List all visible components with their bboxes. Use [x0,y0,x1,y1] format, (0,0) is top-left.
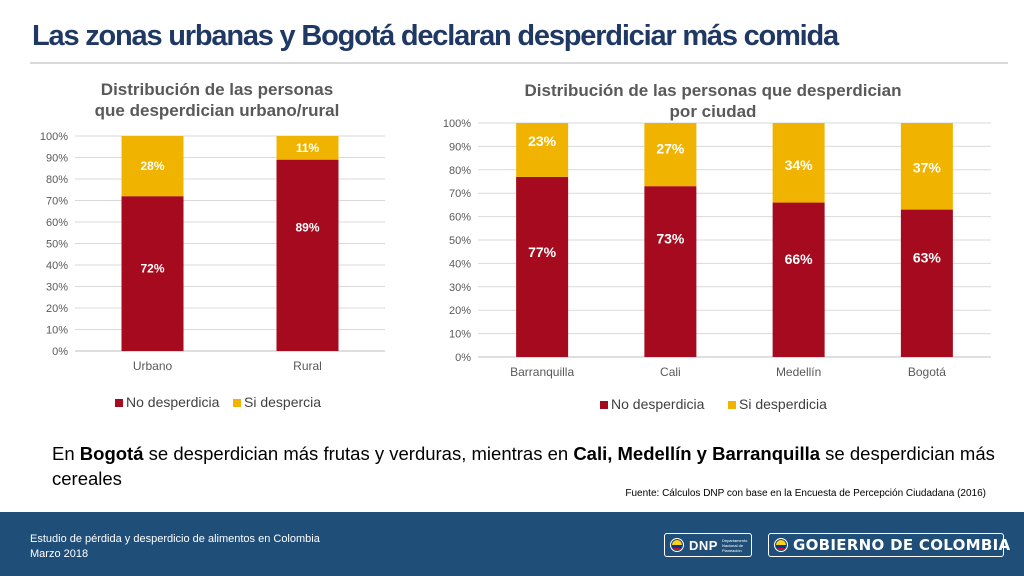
y-tick-label: 60% [449,212,471,224]
y-tick-label: 0% [455,352,471,364]
dnp-logo-text: DNP [689,537,718,553]
slide-title: Las zonas urbanas y Bogotá declaran desp… [32,20,839,52]
data-label: 73% [656,231,685,247]
y-tick-label: 100% [443,118,471,130]
data-label: 34% [785,157,814,173]
bar-segment [772,202,825,357]
source-note: Fuente: Cálculos DNP con base en la Encu… [625,488,986,499]
title-divider [30,62,1008,64]
bar-segment [516,176,569,357]
dnp-logo-subtext: Departamento Nacional de Planeación [721,537,748,553]
legend-label: No desperdicia [611,396,705,412]
y-tick-label: 70% [46,196,68,208]
gobierno-logo-text: GOBIERNO DE COLOMBIA [793,536,1011,554]
y-tick-label: 50% [449,235,471,247]
y-tick-label: 20% [46,303,68,315]
body-text-part-1: Bogotá [79,443,144,464]
y-tick-label: 40% [46,260,68,272]
legend-label: Si desperdicia [739,396,827,412]
bar-segment [772,123,825,203]
y-tick-label: 50% [46,239,68,251]
footer-date: Marzo 2018 [30,548,89,560]
data-label: 11% [296,141,320,155]
legend-label: No desperdicia [126,394,220,410]
body-text-part-3: Cali, Medellín y Barranquilla [573,443,821,464]
bar-segment [121,196,184,351]
x-tick-label: Urbano [133,359,173,373]
data-label: 77% [528,244,557,260]
x-tick-label: Bogotá [908,365,946,379]
legend-swatch [600,401,608,409]
x-tick-label: Cali [660,365,681,379]
y-tick-label: 10% [46,325,68,337]
y-tick-label: 80% [449,165,471,177]
y-tick-label: 90% [46,153,68,165]
chart-title-line: Distribución de las personas [101,80,333,99]
dnp-logo: DNP Departamento Nacional de Planeación [664,533,752,557]
data-label: 27% [656,141,685,157]
y-tick-label: 0% [52,346,68,358]
y-tick-label: 80% [46,174,68,186]
bar-segment [644,186,697,357]
x-tick-label: Medellín [776,365,821,379]
y-tick-label: 30% [46,282,68,294]
x-tick-label: Barranquilla [510,365,574,379]
data-label: 28% [140,159,164,173]
body-text-part-0: En [52,443,80,464]
bar-segment [516,123,569,177]
legend-swatch [233,399,241,407]
x-tick-label: Rural [293,359,322,373]
data-label: 63% [913,249,942,265]
bar-segment [900,209,953,357]
chart-title-line: por ciudad [670,102,757,121]
y-tick-label: 20% [449,305,471,317]
legend-label: Si despercia [244,394,321,410]
data-label: 23% [528,133,557,149]
footer-bar: Estudio de pérdida y desperdicio de alim… [0,512,1024,576]
legend-swatch [728,401,736,409]
bar-segment [276,136,339,160]
bar-segment [900,123,953,210]
data-label: 66% [785,251,814,267]
footer-study-title: Estudio de pérdida y desperdicio de alim… [30,533,320,545]
chart-title-line: Distribución de las personas que desperd… [525,81,902,100]
body-text-part-4: se desperdician más cereales [52,443,995,489]
colombia-seal-icon [774,538,788,552]
y-tick-label: 40% [449,258,471,270]
gobierno-logo: GOBIERNO DE COLOMBIA [768,533,1010,557]
y-tick-label: 60% [46,217,68,229]
y-tick-label: 100% [40,131,68,143]
bar-segment [276,159,339,351]
y-tick-label: 90% [449,141,471,153]
bar-segment [644,123,697,187]
bar-segment [121,136,184,197]
y-tick-label: 30% [449,282,471,294]
body-text: En Bogotá se desperdician más frutas y v… [52,441,1002,491]
colombia-seal-icon [670,538,684,552]
y-tick-label: 70% [449,188,471,200]
data-label: 89% [295,220,319,234]
body-text-part-2: se desperdician más frutas y verduras, m… [143,443,574,464]
y-tick-label: 10% [449,329,471,341]
data-label: 72% [140,262,164,276]
data-label: 37% [913,159,942,175]
legend-swatch [115,399,123,407]
chart-title-line: que desperdician urbano/rural [95,101,340,120]
